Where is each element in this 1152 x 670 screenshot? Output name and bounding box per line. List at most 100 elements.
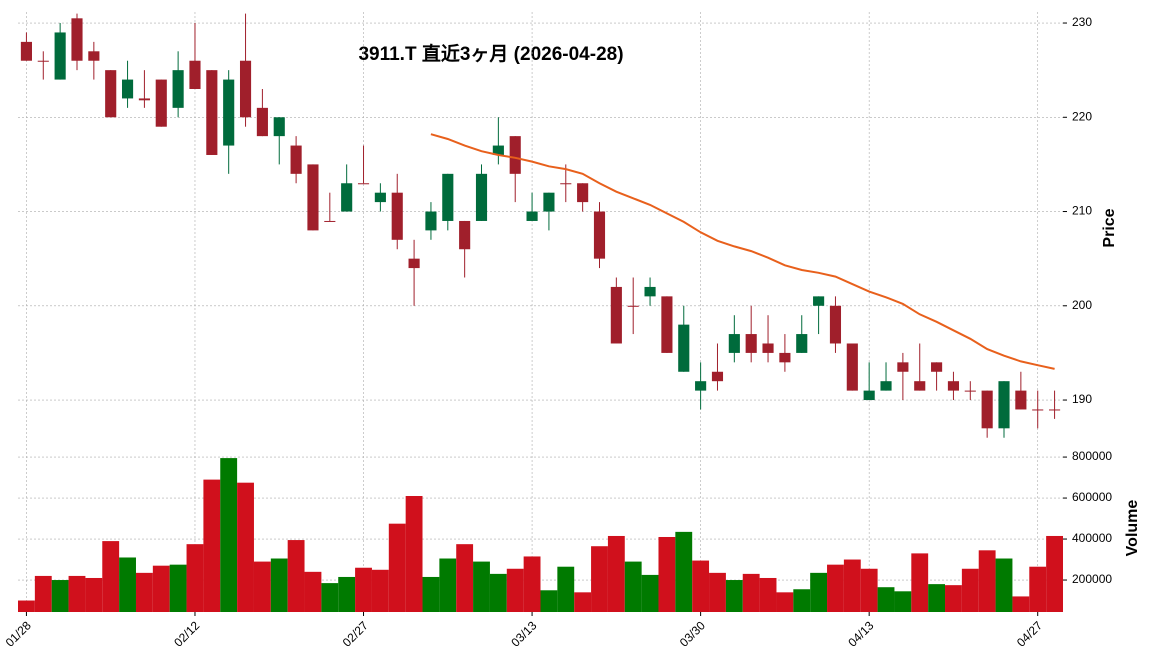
x-tick-label: 03/13 [508,618,539,649]
x-tick-label: 02/12 [171,618,202,649]
volume-bar [388,523,406,612]
candle-body [121,79,134,99]
volume-bar [860,568,878,612]
volume-bar [186,544,204,612]
candle-body [442,173,454,221]
candle-body [459,220,471,250]
candle-body [846,343,858,391]
candle-body [964,390,976,392]
candle-body [880,381,892,391]
volume-bar [995,558,1013,612]
volume-bar [220,458,238,612]
volume-bar [540,590,558,612]
candle-body [189,60,201,90]
volume-bar [607,535,625,612]
candle-body [1015,390,1027,410]
volume-bar [287,540,305,612]
volume-bar [169,564,187,612]
volume-bar [51,580,69,612]
candle-body [678,324,690,372]
candle-body [1049,409,1061,411]
volume-bar [85,577,103,612]
volume-bar [523,556,541,612]
candle-body [138,98,150,101]
candle-body [54,32,66,80]
volume-bar [152,565,170,612]
chart-title: 3911.T 直近3ヶ月 (2026-04-28) [358,42,623,65]
candle-body [526,211,538,221]
volume-tick-label: 400000 [1072,531,1112,545]
candle-body [577,183,589,203]
volume-bar [439,558,457,612]
volume-bar [253,561,271,612]
volume-bar [843,559,861,612]
candle-body [863,390,875,401]
volume-tick-label: 600000 [1072,490,1112,504]
candle-body [745,334,757,353]
y-tick-label: 210 [1072,204,1092,218]
candle-body [37,60,49,62]
volume-bar [18,600,35,612]
candle-body [475,173,488,221]
volume-bar [135,572,153,612]
candle-body [610,286,622,344]
volume-bar [489,573,507,612]
volume-bar [810,572,828,612]
volume-bar [961,568,979,612]
candle-body [644,286,656,297]
volume-bar [371,569,389,612]
volume-bar [304,571,322,612]
candle-body [1032,409,1044,411]
candle-body [661,296,673,353]
candle-body [307,164,319,231]
y-tick-label: 230 [1072,15,1092,29]
candle-body [357,183,370,185]
x-tick-label: 02/27 [340,618,371,649]
volume-bar [338,576,356,612]
candle-body [172,70,184,108]
candle-body [223,79,235,146]
candle-body [779,352,791,363]
x-tick-label: 04/13 [845,618,876,649]
candle-body [71,18,83,61]
volume-tick-label: 200000 [1072,572,1112,586]
candle-body [155,79,167,127]
volume-bar [574,592,592,612]
volume-bar [591,546,608,612]
volume-bar [692,560,710,612]
candle-body [695,381,707,391]
volume-bar [1029,566,1047,612]
candle-body [560,183,572,185]
candle-body [290,145,302,174]
volume-bar [506,568,524,612]
volume-bar [270,558,288,612]
volume-bar [658,536,676,612]
volume-bar [759,577,777,612]
candle-body [543,192,555,212]
candle-body [931,362,943,372]
volume-bar [945,585,962,612]
volume-tick-label: 800000 [1072,449,1112,463]
candle-body [509,136,521,174]
volume-bar [776,592,794,612]
volume-bar [911,553,929,612]
volume-bar [237,482,254,612]
volume-bar [675,531,693,612]
y-tick-label: 200 [1072,298,1092,312]
volume-bar [456,544,474,612]
y-axis-label: Price [1101,208,1118,247]
volume-bar [742,573,760,612]
candle-body [206,70,218,155]
candle-body [914,381,926,391]
candle-body [239,60,252,118]
volume-bar [793,589,811,612]
candle-body [728,334,740,353]
volume-bar [34,575,52,612]
volume-bar [68,575,86,612]
candle-body [408,258,420,269]
volume-bar [405,496,423,612]
candle-body [20,41,32,61]
candle-body [762,343,774,353]
volume-axis-label: Volume [1124,500,1141,557]
